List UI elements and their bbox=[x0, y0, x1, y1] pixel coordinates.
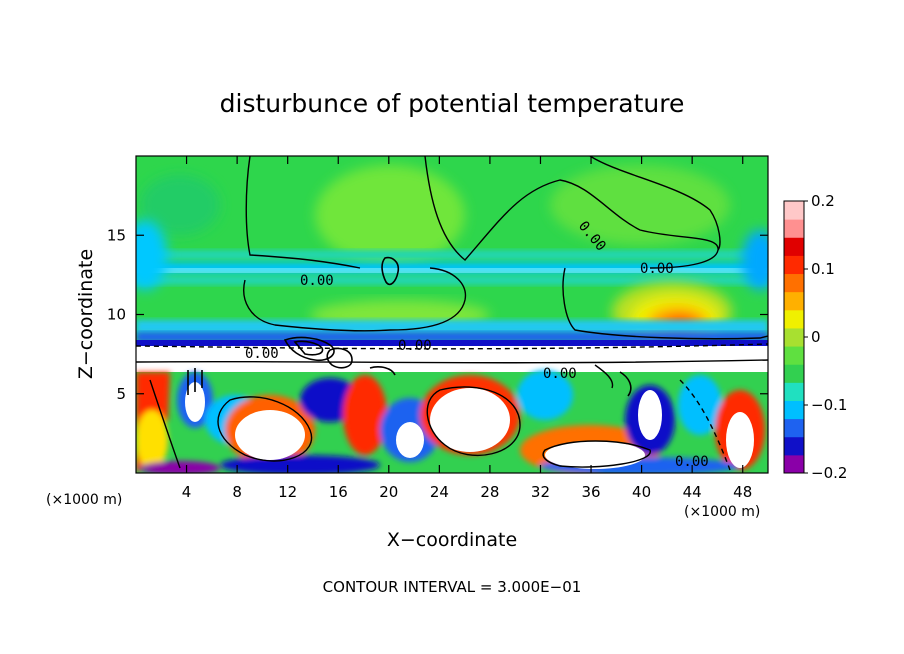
colorbar-swatch bbox=[784, 454, 804, 474]
x-tick-label: 4 bbox=[182, 483, 192, 501]
y-tick-label: 15 bbox=[107, 226, 126, 244]
x-axis-label: X−coordinate bbox=[387, 529, 517, 551]
colorbar-swatch bbox=[784, 255, 804, 275]
contour-label: 0.00 bbox=[543, 366, 577, 382]
colorbar-swatch bbox=[784, 219, 804, 238]
contour-label: 0.00 bbox=[640, 261, 674, 277]
colorbar-swatch bbox=[784, 327, 804, 347]
colorbar-swatch bbox=[784, 291, 804, 311]
y-tick-label: 5 bbox=[116, 385, 126, 403]
x-tick-label: 12 bbox=[278, 483, 297, 501]
x-tick-label: 28 bbox=[480, 483, 499, 501]
x-tick-label: 16 bbox=[329, 483, 348, 501]
y-tick-label: 10 bbox=[107, 306, 126, 324]
colorbar-tick-label: 0.1 bbox=[811, 260, 835, 278]
contour-label: 0.00 bbox=[675, 454, 709, 470]
heatmap-field bbox=[136, 156, 768, 473]
x-tick-label: 32 bbox=[531, 483, 550, 501]
colorbar-swatch bbox=[784, 346, 804, 365]
colorbar-tick-label: 0.2 bbox=[811, 192, 835, 210]
x-tick-label: 48 bbox=[733, 483, 752, 501]
y-axis-label: Z−coordinate bbox=[75, 249, 97, 379]
x-tick-label: 36 bbox=[581, 483, 600, 501]
contour-label: 0.00 bbox=[300, 273, 334, 289]
contour-interval-note: CONTOUR INTERVAL = 3.000E−01 bbox=[323, 578, 582, 596]
x-tick-label: 44 bbox=[683, 483, 702, 501]
colorbar-swatch bbox=[784, 436, 804, 456]
colorbar-tick-label: −0.2 bbox=[811, 464, 847, 482]
colorbar-swatch bbox=[784, 382, 804, 401]
colorbar-tick-label: 0 bbox=[811, 328, 821, 346]
x-unit-right: (×1000 m) bbox=[684, 504, 760, 520]
colorbar-swatch bbox=[784, 237, 804, 256]
colorbar-swatch bbox=[784, 273, 804, 293]
colorbar: 0.2 0.1 0 −0.1 −0.2 bbox=[783, 192, 847, 482]
contour-label: 0.00 bbox=[398, 338, 432, 354]
x-tick-label: 40 bbox=[632, 483, 651, 501]
y-axis: 5 10 15 bbox=[107, 226, 768, 403]
colorbar-swatch bbox=[784, 400, 804, 420]
x-unit-left: (×1000 m) bbox=[46, 492, 122, 508]
x-axis: 4 8 12 16 20 24 28 32 36 40 44 48 bbox=[182, 156, 752, 501]
colorbar-swatch bbox=[784, 364, 804, 383]
colorbar-swatch bbox=[784, 201, 804, 220]
x-tick-label: 20 bbox=[379, 483, 398, 501]
x-tick-label: 8 bbox=[232, 483, 242, 501]
colorbar-tick-label: −0.1 bbox=[811, 396, 847, 414]
x-tick-label: 24 bbox=[430, 483, 449, 501]
chart-title: disturbunce of potential temperature bbox=[220, 89, 685, 118]
colorbar-swatch bbox=[784, 418, 804, 438]
contour-label: 0.00 bbox=[245, 346, 279, 362]
colorbar-swatch bbox=[784, 309, 804, 329]
